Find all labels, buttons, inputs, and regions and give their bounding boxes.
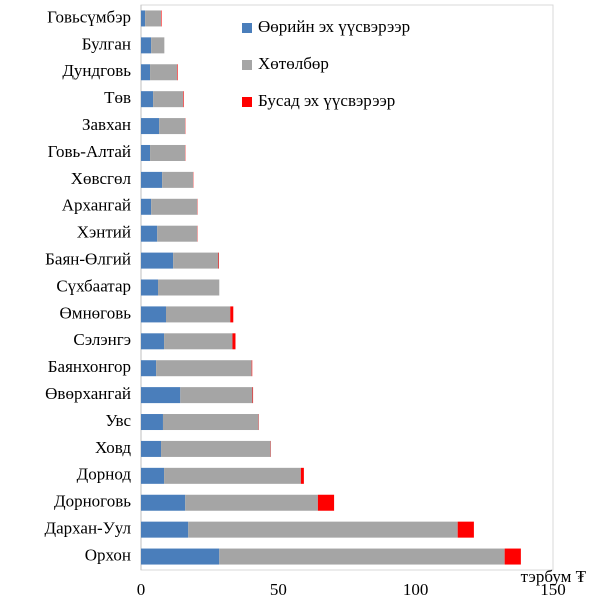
bar-segment (141, 171, 163, 188)
bar-segment (157, 225, 198, 242)
y-tick-label: Дундговь (62, 61, 131, 80)
bar-segment (232, 333, 236, 350)
y-tick-label: Хэнтий (77, 223, 131, 242)
y-tick-label: Төв (104, 88, 131, 107)
legend-label: Өөрийн эх үүсвэрээр (258, 17, 410, 36)
x-tick-label: 50 (270, 580, 287, 599)
bar-segment (161, 440, 271, 457)
bar-segment (141, 521, 189, 538)
bar-segment (164, 333, 233, 350)
bar-segment (145, 10, 162, 27)
bar-segment (141, 225, 158, 242)
bar-segment (177, 64, 178, 81)
bar-segment (141, 252, 174, 269)
y-tick-label: Дорнод (77, 465, 132, 484)
bar-segment (300, 467, 304, 484)
x-axis-label: тэрбум ₮ (521, 567, 587, 586)
bar-segment (141, 37, 152, 54)
bar-segment (180, 387, 253, 404)
y-tick-label: Сэлэнгэ (73, 330, 131, 349)
y-tick-label: Говьсүмбэр (47, 7, 131, 26)
bar-segment (141, 467, 165, 484)
legend-label: Хөтөлбөр (258, 54, 329, 73)
bar-segment (141, 118, 160, 135)
y-tick-label: Өмнөговь (60, 303, 132, 322)
bar-segment (162, 414, 259, 431)
bar-segment (141, 387, 181, 404)
bar-segment (141, 333, 165, 350)
bar-segment (153, 91, 184, 108)
bar-segment (141, 360, 157, 377)
x-tick-label: 100 (403, 580, 429, 599)
bar-segment (141, 64, 151, 81)
bar-segment (165, 306, 231, 323)
bar-segment (185, 494, 318, 511)
bar-segment (150, 64, 178, 81)
legend-label: Бусад эх үүсвэрээр (258, 91, 395, 110)
bar-segment (457, 521, 474, 538)
y-tick-label: Архангай (62, 196, 131, 215)
bar-segment (230, 306, 234, 323)
y-tick-label: Өвөрхангай (45, 384, 131, 403)
bar-segment (251, 360, 253, 377)
bar-segment (317, 494, 335, 511)
bar-segment (158, 279, 220, 296)
bar-segment (252, 387, 254, 404)
bar-segment (161, 10, 162, 27)
x-tick-label: 0 (137, 580, 146, 599)
y-tick-label: Баянхонгор (48, 357, 131, 376)
bar-segment (141, 198, 152, 215)
y-tick-label: Увс (105, 411, 131, 430)
y-tick-label: Говь-Алтай (48, 142, 131, 161)
bar-segment (156, 360, 252, 377)
bar-segment (141, 91, 154, 108)
legend-swatch (242, 60, 252, 70)
bar-segment (141, 306, 166, 323)
legend-swatch (242, 23, 252, 33)
bar-segment (159, 118, 186, 135)
legend-swatch (242, 97, 252, 107)
bar-segment (141, 279, 159, 296)
bar-segment (219, 548, 505, 565)
y-tick-label: Завхан (82, 115, 131, 134)
bar-segment (141, 414, 163, 431)
y-tick-label: Баян-Өлгий (45, 250, 131, 269)
bar-segment (162, 171, 194, 188)
y-tick-label: Булган (82, 34, 131, 53)
y-tick-label: Ховд (95, 438, 131, 457)
bar-segment (164, 467, 301, 484)
bar-segment (141, 440, 162, 457)
y-tick-label: Дархан-Уул (45, 519, 132, 538)
x-tick-label: 150 (540, 580, 566, 599)
y-tick-label: Орхон (85, 545, 131, 564)
y-tick-label: Дорноговь (54, 492, 131, 511)
bar-segment (151, 198, 198, 215)
bar-segment (218, 252, 220, 269)
bar-segment (188, 521, 458, 538)
y-tick-label: Сүхбаатар (56, 276, 131, 295)
bar-segment (183, 91, 184, 108)
bar-segment (141, 10, 146, 27)
y-tick-label: Хөвсгөл (71, 169, 132, 188)
bar-segment (150, 144, 186, 161)
bar-segment (504, 548, 521, 565)
bar-segment (173, 252, 219, 269)
bar-segment (141, 548, 220, 565)
bar-segment (151, 37, 165, 54)
bar-segment (141, 144, 151, 161)
bar-segment (141, 494, 186, 511)
